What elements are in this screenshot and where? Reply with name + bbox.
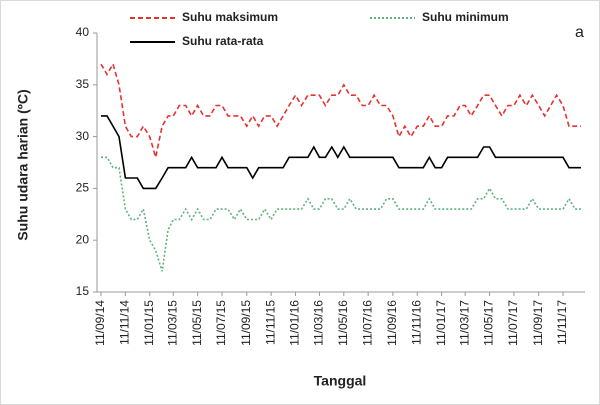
x-tick-label: 11/07/16 bbox=[360, 300, 374, 346]
x-axis-title: Tanggal bbox=[314, 373, 367, 389]
y-tick-label: 20 bbox=[76, 232, 90, 246]
x-tick-label: 11/11/14 bbox=[118, 300, 132, 345]
series-line bbox=[101, 156, 581, 272]
legend-label: Suhu rata-rata bbox=[182, 34, 264, 48]
y-tick-label: 30 bbox=[76, 129, 90, 143]
y-tick-label: 25 bbox=[76, 181, 90, 195]
y-axis-title: Suhu udara harian (ºC) bbox=[15, 89, 31, 240]
x-tick-label: 11/09/17 bbox=[531, 300, 545, 346]
x-tick-label: 11/09/16 bbox=[385, 300, 399, 346]
y-tick-label: 15 bbox=[76, 284, 90, 298]
x-tick-label: 11/05/15 bbox=[190, 300, 204, 346]
x-tick-label: 11/01/16 bbox=[288, 300, 302, 346]
x-tick-label: 11/03/15 bbox=[165, 300, 179, 346]
x-tick-label: 11/05/16 bbox=[336, 300, 350, 346]
y-tick-label: 35 bbox=[76, 77, 90, 91]
x-tick-label: 11/11/16 bbox=[409, 300, 423, 345]
x-tick-label: 11/05/17 bbox=[482, 300, 496, 346]
legend-label: Suhu maksimum bbox=[182, 10, 278, 24]
annotation: a bbox=[575, 24, 584, 41]
x-tick-label: 11/09/14 bbox=[93, 300, 107, 346]
x-tick-label: 11/03/16 bbox=[312, 300, 326, 346]
legend-label: Suhu minimum bbox=[422, 10, 509, 24]
x-tick-label: 11/01/15 bbox=[142, 300, 156, 346]
x-tick-label: 11/07/15 bbox=[214, 300, 228, 346]
x-tick-label: 11/07/17 bbox=[506, 300, 520, 346]
x-tick-label: 11/01/17 bbox=[434, 300, 448, 346]
y-tick-label: 40 bbox=[76, 25, 90, 39]
x-tick-label: 11/11/15 bbox=[263, 300, 277, 345]
series-line bbox=[100, 62, 581, 158]
series-line bbox=[101, 115, 581, 190]
x-tick-label: 11/09/15 bbox=[239, 300, 253, 346]
x-tick-label: 11/03/17 bbox=[457, 300, 471, 346]
x-tick-label: 11/11/17 bbox=[555, 300, 569, 345]
